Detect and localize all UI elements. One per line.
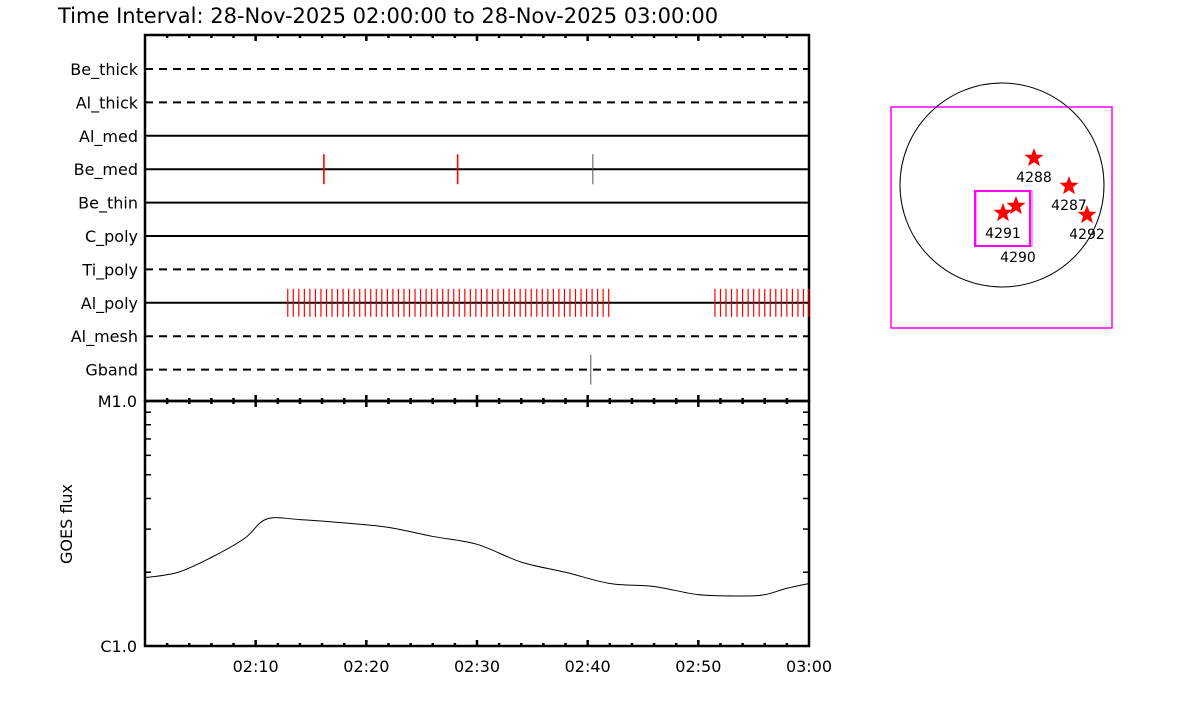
channel-label-Be_thick: Be_thick xyxy=(70,60,138,80)
x-tick-label: 02:40 xyxy=(565,657,611,676)
outer-fov-box xyxy=(890,106,1113,329)
channel-label-Be_med: Be_med xyxy=(74,160,138,180)
x-tick-label: 02:50 xyxy=(675,657,721,676)
active-region-label: 4290 xyxy=(1000,250,1036,266)
solar-limb xyxy=(899,82,1105,288)
xrt-fov-box-alt xyxy=(975,190,1033,247)
active-region-star-icon xyxy=(1024,148,1044,167)
x-tick-label: 02:10 xyxy=(233,657,279,676)
active-region-star-icon xyxy=(1059,176,1079,195)
active-region-star-icon xyxy=(993,203,1013,222)
y-tick-label: C1.0 xyxy=(100,637,137,656)
goes-flux-curve xyxy=(144,517,810,597)
y-axis-label: GOES flux xyxy=(57,484,76,564)
channel-label-C_poly: C_poly xyxy=(85,227,138,247)
channel-label-Gband: Gband xyxy=(85,361,138,380)
channel-label-Al_thick: Al_thick xyxy=(76,93,139,113)
channel-label-Ti_poly: Ti_poly xyxy=(81,260,138,280)
active-region-star-icon xyxy=(1077,205,1097,224)
channel-label-Al_poly: Al_poly xyxy=(81,294,138,314)
x-tick-label: 03:00 xyxy=(786,657,832,676)
timeline-panel: Be_thick Al_thick Al_med Be_med Be_thin C_pol… xyxy=(70,33,811,403)
goes-panel: 02:10 02:20 02:30 02:40 02:50 03:00 C1.0 M1.0 GO… xyxy=(57,392,832,676)
y-tick-label: M1.0 xyxy=(98,392,137,411)
active-region-label: 4288 xyxy=(1016,170,1052,186)
active-region-label: 4291 xyxy=(985,226,1021,242)
x-tick-label: 02:20 xyxy=(343,657,389,676)
channel-label-Al_mesh: Al_mesh xyxy=(71,327,138,347)
goes-frame xyxy=(143,399,811,648)
channel-label-Al_med: Al_med xyxy=(79,127,138,147)
active-region-label: 4287 xyxy=(1051,198,1087,214)
channel-label-Be_thin: Be_thin xyxy=(78,194,138,214)
x-tick-label: 02:30 xyxy=(454,657,500,676)
active-region-label: 4292 xyxy=(1069,227,1105,243)
title: Time Interval: 28-Nov-2025 02:00:00 to 2… xyxy=(57,4,718,28)
sun-map: 4288 4287 4292 4290 4291 xyxy=(890,82,1113,329)
active-region-star-icon xyxy=(1006,196,1026,215)
timeline-frame xyxy=(143,33,811,403)
